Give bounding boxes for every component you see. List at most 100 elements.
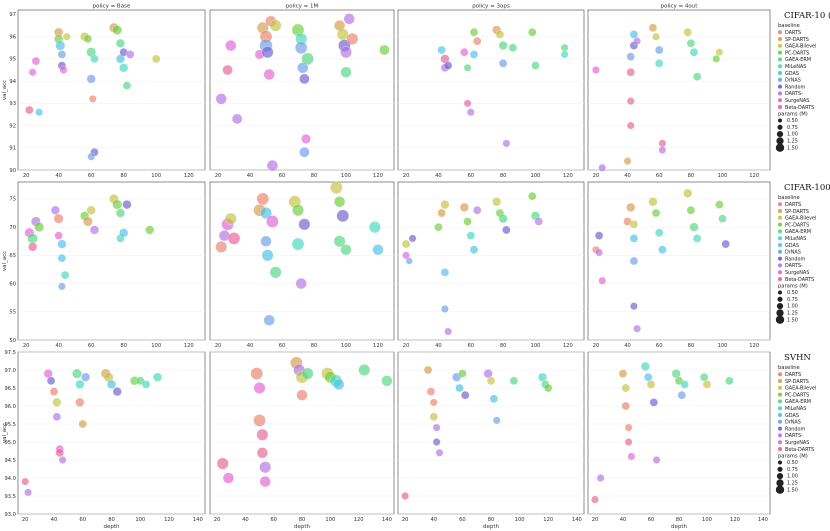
data-point bbox=[46, 376, 56, 385]
legend-size-label: 0.75 bbox=[787, 297, 798, 303]
x-tick-label: 20 bbox=[403, 173, 410, 179]
data-point bbox=[224, 212, 237, 225]
x-tick-label: 120 bbox=[184, 173, 194, 179]
data-point bbox=[486, 376, 496, 385]
data-point bbox=[115, 38, 125, 48]
data-point bbox=[646, 380, 656, 389]
legend-swatch bbox=[778, 209, 782, 213]
data-point bbox=[119, 228, 129, 238]
data-point bbox=[75, 397, 85, 407]
legend-label: Random bbox=[785, 426, 805, 432]
panel-r2-c1: 50 55 60 65 70 75 20 40 60 80 100 120 bbox=[9, 181, 206, 349]
legend-size-swatch bbox=[776, 479, 784, 487]
data-point bbox=[260, 207, 272, 219]
data-point bbox=[658, 146, 667, 154]
x-tick-label: 120 bbox=[184, 343, 194, 349]
legend-swatch bbox=[778, 105, 782, 109]
legend-size-label: 1.00 bbox=[787, 304, 798, 310]
legend-swatch bbox=[778, 447, 782, 451]
data-point bbox=[718, 214, 727, 223]
data-point bbox=[291, 237, 305, 251]
data-point bbox=[83, 34, 93, 44]
data-point bbox=[702, 380, 712, 389]
legend-size-label: 0.50 bbox=[787, 118, 798, 124]
legend-label: GAEA-ERM bbox=[785, 229, 811, 235]
data-point bbox=[466, 108, 475, 117]
legend-size-swatch bbox=[777, 466, 783, 472]
data-point bbox=[259, 461, 272, 474]
data-point bbox=[263, 68, 275, 80]
x-tick-label: 100 bbox=[515, 517, 525, 523]
x-tick-label: 100 bbox=[718, 343, 728, 349]
x-tick-label: 120 bbox=[563, 343, 573, 349]
legend-row-1: CIFAR-10 (C10)baselineDARTSSP-DARTSGAEA-… bbox=[775, 10, 830, 152]
panel-r3-c4: 20 40 60 80 100 120 140 depth bbox=[587, 351, 771, 530]
legend-swatch bbox=[778, 256, 782, 261]
legend-label: Beta-DARTS bbox=[785, 447, 814, 453]
x-tick-label: 20 bbox=[215, 343, 222, 349]
legend-swatch bbox=[778, 440, 782, 445]
data-point bbox=[75, 379, 85, 389]
y-tick-label: 94.0 bbox=[4, 476, 16, 482]
data-point bbox=[627, 452, 636, 461]
legend-label: MiLeNAS bbox=[785, 236, 806, 242]
data-point bbox=[58, 456, 67, 464]
x-tick-label: 100 bbox=[341, 343, 351, 349]
data-point bbox=[31, 56, 41, 66]
legend-label: DARTS- bbox=[785, 263, 803, 269]
y-tick-label: 70 bbox=[9, 225, 16, 231]
panel-r1-c3: 20 40 60 80 100 120 policy = 3ops bbox=[397, 4, 585, 179]
x-tick-label: 20 bbox=[403, 343, 410, 349]
x-tick-label: 140 bbox=[382, 517, 392, 523]
data-point bbox=[693, 234, 702, 243]
data-point bbox=[652, 32, 660, 41]
data-point bbox=[560, 43, 569, 52]
panel-frame bbox=[397, 181, 585, 341]
legend-label: SurgeNAS bbox=[785, 270, 809, 276]
data-point bbox=[495, 30, 505, 39]
data-point bbox=[626, 68, 635, 77]
x-tick-label: 120 bbox=[373, 343, 383, 349]
y-tick-label: 96 bbox=[9, 34, 16, 40]
points bbox=[215, 181, 384, 326]
data-point bbox=[401, 239, 411, 249]
data-point bbox=[629, 30, 639, 39]
data-point bbox=[372, 244, 384, 256]
data-point bbox=[368, 221, 381, 234]
data-point bbox=[463, 63, 472, 72]
legend-swatch bbox=[778, 98, 782, 103]
data-point bbox=[725, 376, 734, 385]
legend-swatch bbox=[778, 64, 782, 69]
data-point bbox=[658, 139, 667, 148]
data-point bbox=[90, 54, 99, 64]
data-point bbox=[301, 134, 311, 144]
x-tick-label: 40 bbox=[242, 517, 249, 523]
data-point bbox=[60, 270, 70, 280]
x-tick-label: 100 bbox=[702, 517, 712, 523]
data-point bbox=[649, 398, 658, 407]
legend-label: GAEA-ERM bbox=[785, 57, 811, 63]
data-point bbox=[261, 46, 274, 59]
x-tick-label: 40 bbox=[247, 173, 254, 179]
data-point bbox=[89, 225, 99, 235]
legend-size-label: 1.25 bbox=[787, 481, 798, 487]
data-point bbox=[269, 19, 282, 32]
legend-swatch bbox=[778, 379, 782, 383]
legend-label: GDAS bbox=[785, 71, 799, 77]
data-point bbox=[469, 28, 479, 37]
data-point bbox=[24, 488, 32, 497]
data-point bbox=[463, 217, 472, 226]
x-axis-label: depth bbox=[294, 524, 311, 530]
data-point bbox=[260, 235, 272, 247]
legend-label: DARTS bbox=[785, 372, 801, 378]
legend-swatch bbox=[778, 50, 782, 55]
legend-swatch bbox=[778, 419, 782, 424]
x-tick-label: 100 bbox=[325, 517, 335, 523]
legend-label: PC-DARTS bbox=[785, 392, 809, 398]
data-point bbox=[618, 369, 628, 378]
legend-label: SurgeNAS bbox=[785, 440, 809, 446]
panel-frame bbox=[17, 9, 206, 171]
data-point bbox=[498, 59, 508, 68]
data-point bbox=[655, 45, 664, 55]
x-tick-label: 80 bbox=[500, 173, 507, 179]
